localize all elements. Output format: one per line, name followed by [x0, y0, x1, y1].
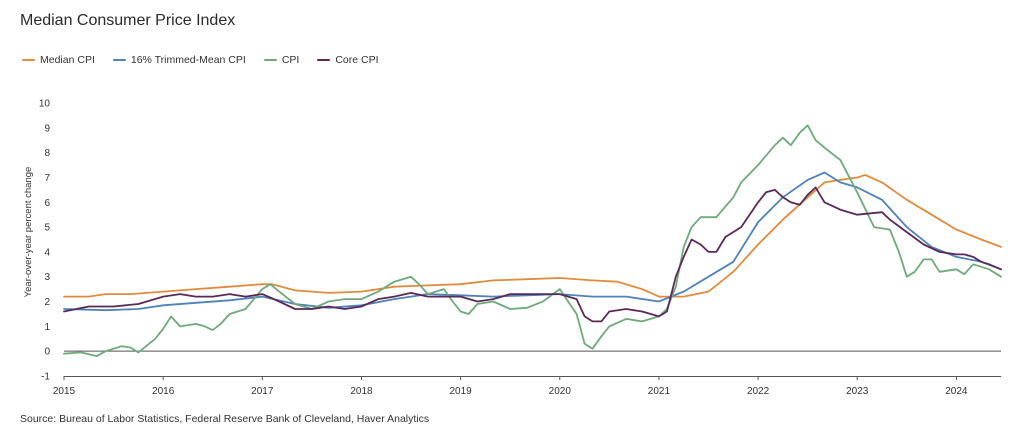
series-line-core-cpi [63, 186, 1002, 323]
series-line-median-cpi [63, 174, 1002, 298]
legend-label-trimmed: 16% Trimmed-Mean CPI [130, 54, 246, 66]
x-tick-label: 2024 [945, 386, 968, 397]
y-tick-label: -1 [41, 372, 50, 383]
legend-label-median: Median CPI [40, 54, 95, 66]
legend-swatch-core [317, 59, 331, 61]
legend-item-cpi[interactable]: CPI [263, 54, 300, 66]
legend-swatch-median [22, 59, 35, 61]
legend-item-median[interactable]: Median CPI [22, 54, 95, 66]
legend-swatch-trimmed [112, 59, 126, 61]
y-tick-label: 6 [44, 198, 50, 209]
x-tick-label: 2019 [449, 386, 472, 397]
x-tick-label: 2021 [648, 386, 671, 397]
series-line-trimmed-mean-cpi [63, 171, 1002, 312]
y-tick-label: 9 [44, 123, 50, 134]
chart-title: Median Consumer Price Index [20, 12, 236, 29]
legend-swatch-cpi [263, 59, 277, 61]
x-tick-label: 2023 [846, 386, 869, 397]
chart-legend: Median CPI 16% Trimmed-Mean CPI CPI Core… [22, 54, 379, 66]
legend-label-cpi: CPI [281, 54, 300, 66]
x-tick-label: 2018 [350, 386, 373, 397]
x-tick-label: 2017 [251, 386, 274, 397]
y-tick-label: 8 [44, 148, 50, 159]
source-note: Source: Bureau of Labor Statistics, Fede… [20, 413, 430, 425]
y-tick-label: 0 [44, 347, 50, 358]
y-tick-label: 2 [44, 297, 50, 308]
x-tick-label: 2016 [152, 386, 175, 397]
series-line-cpi [63, 124, 1002, 357]
x-tick-label: 2015 [53, 386, 76, 397]
x-tick-label: 2022 [747, 386, 770, 397]
y-axis-label: Year-over-year percent change [23, 167, 34, 298]
y-tick-label: 7 [44, 173, 50, 184]
y-tick-label: 4 [44, 247, 50, 258]
y-tick-label: 3 [44, 272, 50, 283]
y-tick-label: 1 [44, 322, 50, 333]
x-tick-label: 2020 [549, 386, 572, 397]
y-tick-label: 10 [39, 99, 51, 110]
y-tick-label: 5 [44, 223, 50, 234]
legend-item-core[interactable]: Core CPI [317, 54, 379, 66]
legend-item-trimmed[interactable]: 16% Trimmed-Mean CPI [112, 54, 246, 66]
legend-label-core: Core CPI [335, 54, 379, 66]
